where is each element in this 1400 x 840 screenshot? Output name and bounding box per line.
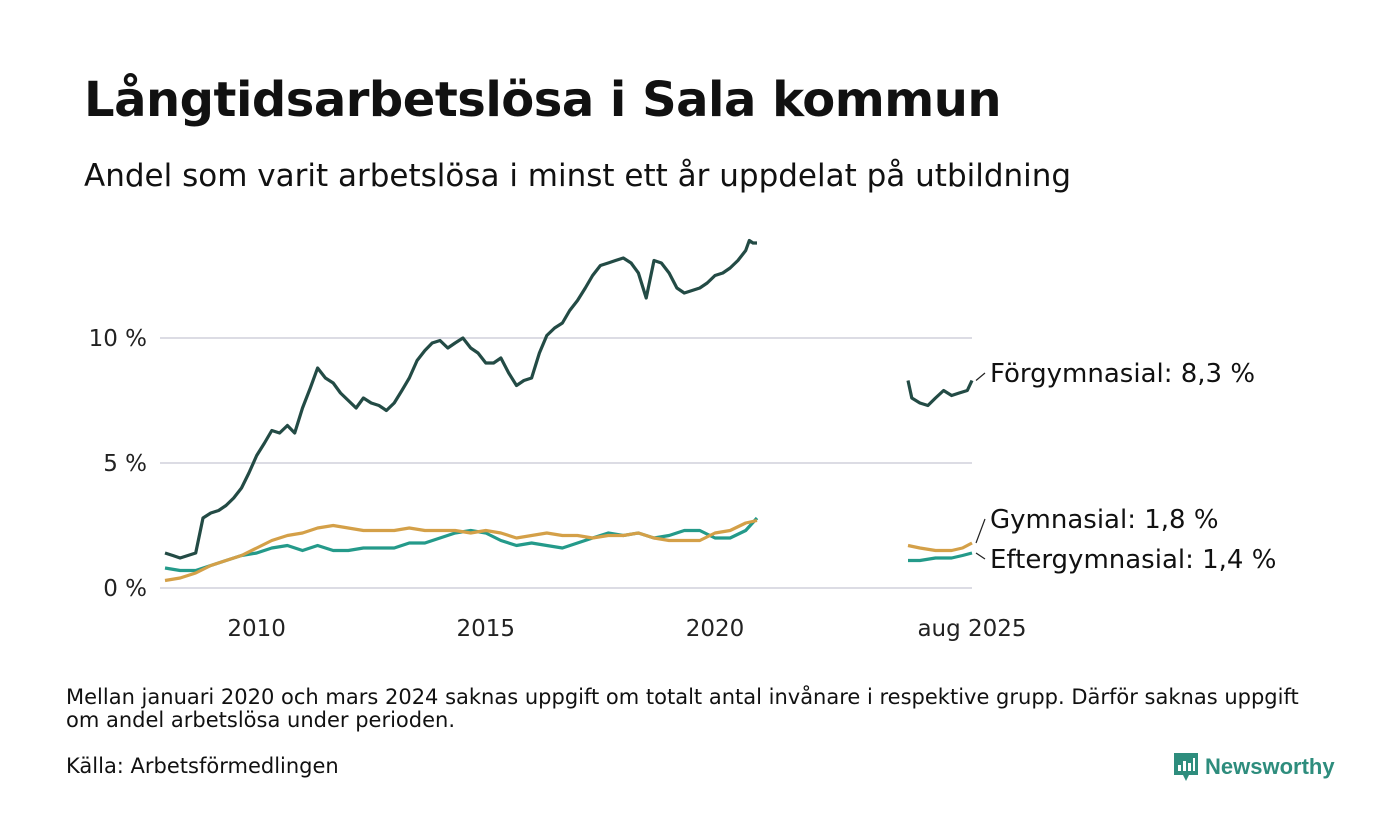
line-chart: 0 % 5 % 10 % 2010 2015 2020 aug 2025 Förgymna… (89, 238, 1276, 642)
x-tick-label: 2020 (686, 616, 745, 642)
y-tick-label: 10 % (89, 326, 147, 352)
newsworthy-logo-icon (1174, 753, 1198, 781)
series-line-gymnasial-1 (907, 541, 973, 553)
x-tick-label: 2010 (227, 616, 286, 642)
series-end-label-gymnasial: Gymnasial: 1,8 % (990, 505, 1219, 535)
x-tick-label: 2015 (457, 616, 516, 642)
series-line-eftergymnasial-1 (908, 551, 973, 563)
source-credit: Källa: Arbetsförmedlingen (66, 754, 339, 778)
brand-logo: Newsworthy (1173, 752, 1335, 782)
label-leader-line (975, 552, 986, 560)
gridlines (160, 337, 972, 589)
chart-subtitle: Andel som varit arbetslösa i minst ett å… (84, 158, 1072, 194)
series-lines (164, 238, 974, 583)
series-end-label-förgymnasial: Förgymnasial: 8,3 % (990, 359, 1255, 389)
series-line-gymnasial-0 (164, 518, 758, 583)
series-end-labels: Förgymnasial: 8,3 % Gymnasial: 1,8 % Efter… (975, 359, 1276, 575)
footnote: Mellan januari 2020 och mars 2024 saknas… (66, 685, 1299, 732)
y-tick-label: 0 % (103, 576, 147, 602)
y-axis-tick-labels: 0 % 5 % 10 % (89, 326, 147, 602)
series-line-eftergymnasial-0 (164, 516, 759, 573)
label-leader-line (975, 372, 986, 381)
x-tick-label: aug 2025 (917, 616, 1026, 642)
label-leader-line (975, 518, 986, 544)
series-line-förgymnasial-1 (906, 379, 974, 408)
brand-name: Newsworthy (1205, 754, 1335, 779)
y-tick-label: 5 % (103, 451, 147, 477)
chart-title: Långtidsarbetslösa i Sala kommun (84, 72, 1002, 128)
series-end-label-eftergymnasial: Eftergymnasial: 1,4 % (990, 545, 1276, 575)
x-axis-tick-labels: 2010 2015 2020 aug 2025 (227, 616, 1026, 642)
series-line-förgymnasial-0 (164, 238, 757, 560)
